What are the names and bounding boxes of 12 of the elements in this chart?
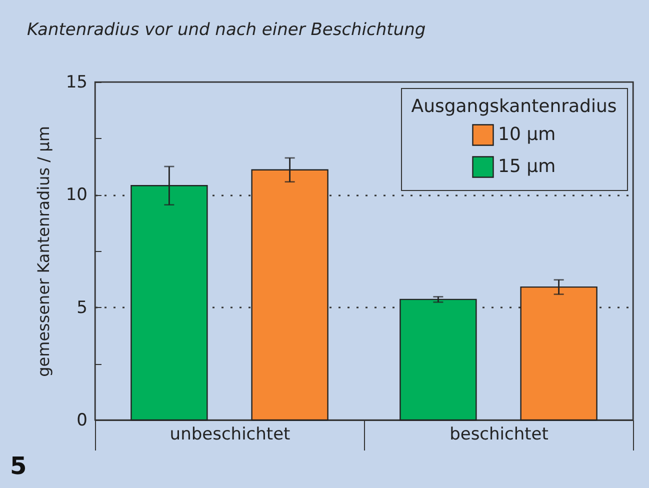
legend-title: Ausgangskantenradius [411,96,617,117]
x-tick-label: beschichtet [450,424,549,444]
y-axis-title: gemessener Kantenradius / µm [34,126,53,377]
text: 5 [10,452,27,480]
y-tick-label: 10 [66,185,88,206]
chart-title: Kantenradius vor und nach einer Beschichtung [27,20,426,40]
y-tick-label: 15 [66,72,88,92]
legend-label: 10 µm [498,124,556,145]
y-tick-label: 5 [76,298,88,318]
x-tick-label: unbeschichtet [170,424,291,444]
y-tick-label: 0 [76,410,88,430]
legend-label: 15 µm [498,156,556,177]
